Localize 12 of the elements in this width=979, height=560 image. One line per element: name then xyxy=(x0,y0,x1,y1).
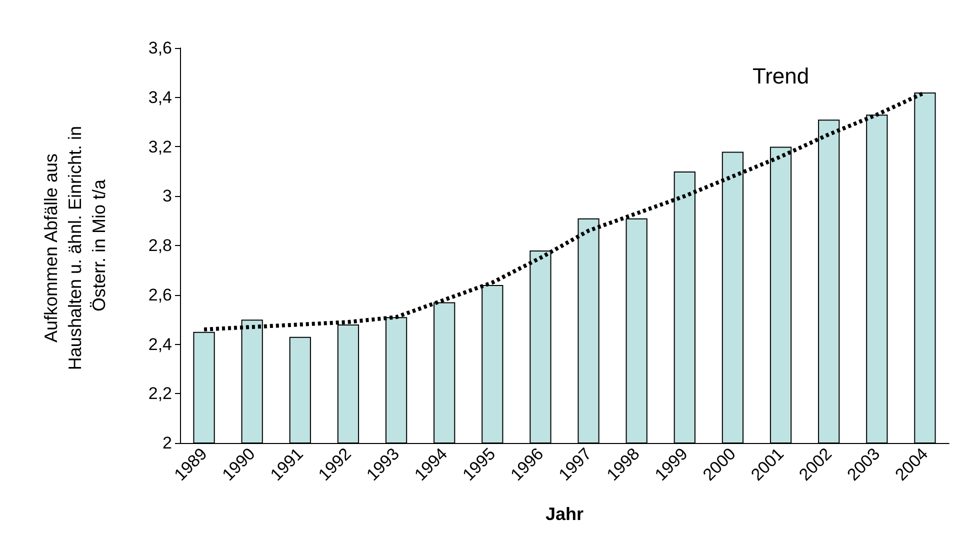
x-axis-title: Jahr xyxy=(545,504,584,524)
y-tick-label: 2,2 xyxy=(148,384,172,404)
y-tick-label: 3,2 xyxy=(148,137,172,156)
y-tick-label: 2,4 xyxy=(148,334,172,354)
y-tick-label: 2,6 xyxy=(148,285,172,304)
y-axis-title: Aufkommen Abfälle aus Haushalten u. ähnl. Einricht. in Österr. in Mio t/a xyxy=(41,120,109,370)
y-tick-label: 3,4 xyxy=(148,88,172,107)
y-tick-label: 2,8 xyxy=(148,236,172,255)
annotation: Trend xyxy=(752,64,810,88)
y-tick-label: 3,6 xyxy=(148,38,172,58)
y-tick-label: 2 xyxy=(162,434,172,452)
y-tick-label: 3 xyxy=(162,186,172,206)
